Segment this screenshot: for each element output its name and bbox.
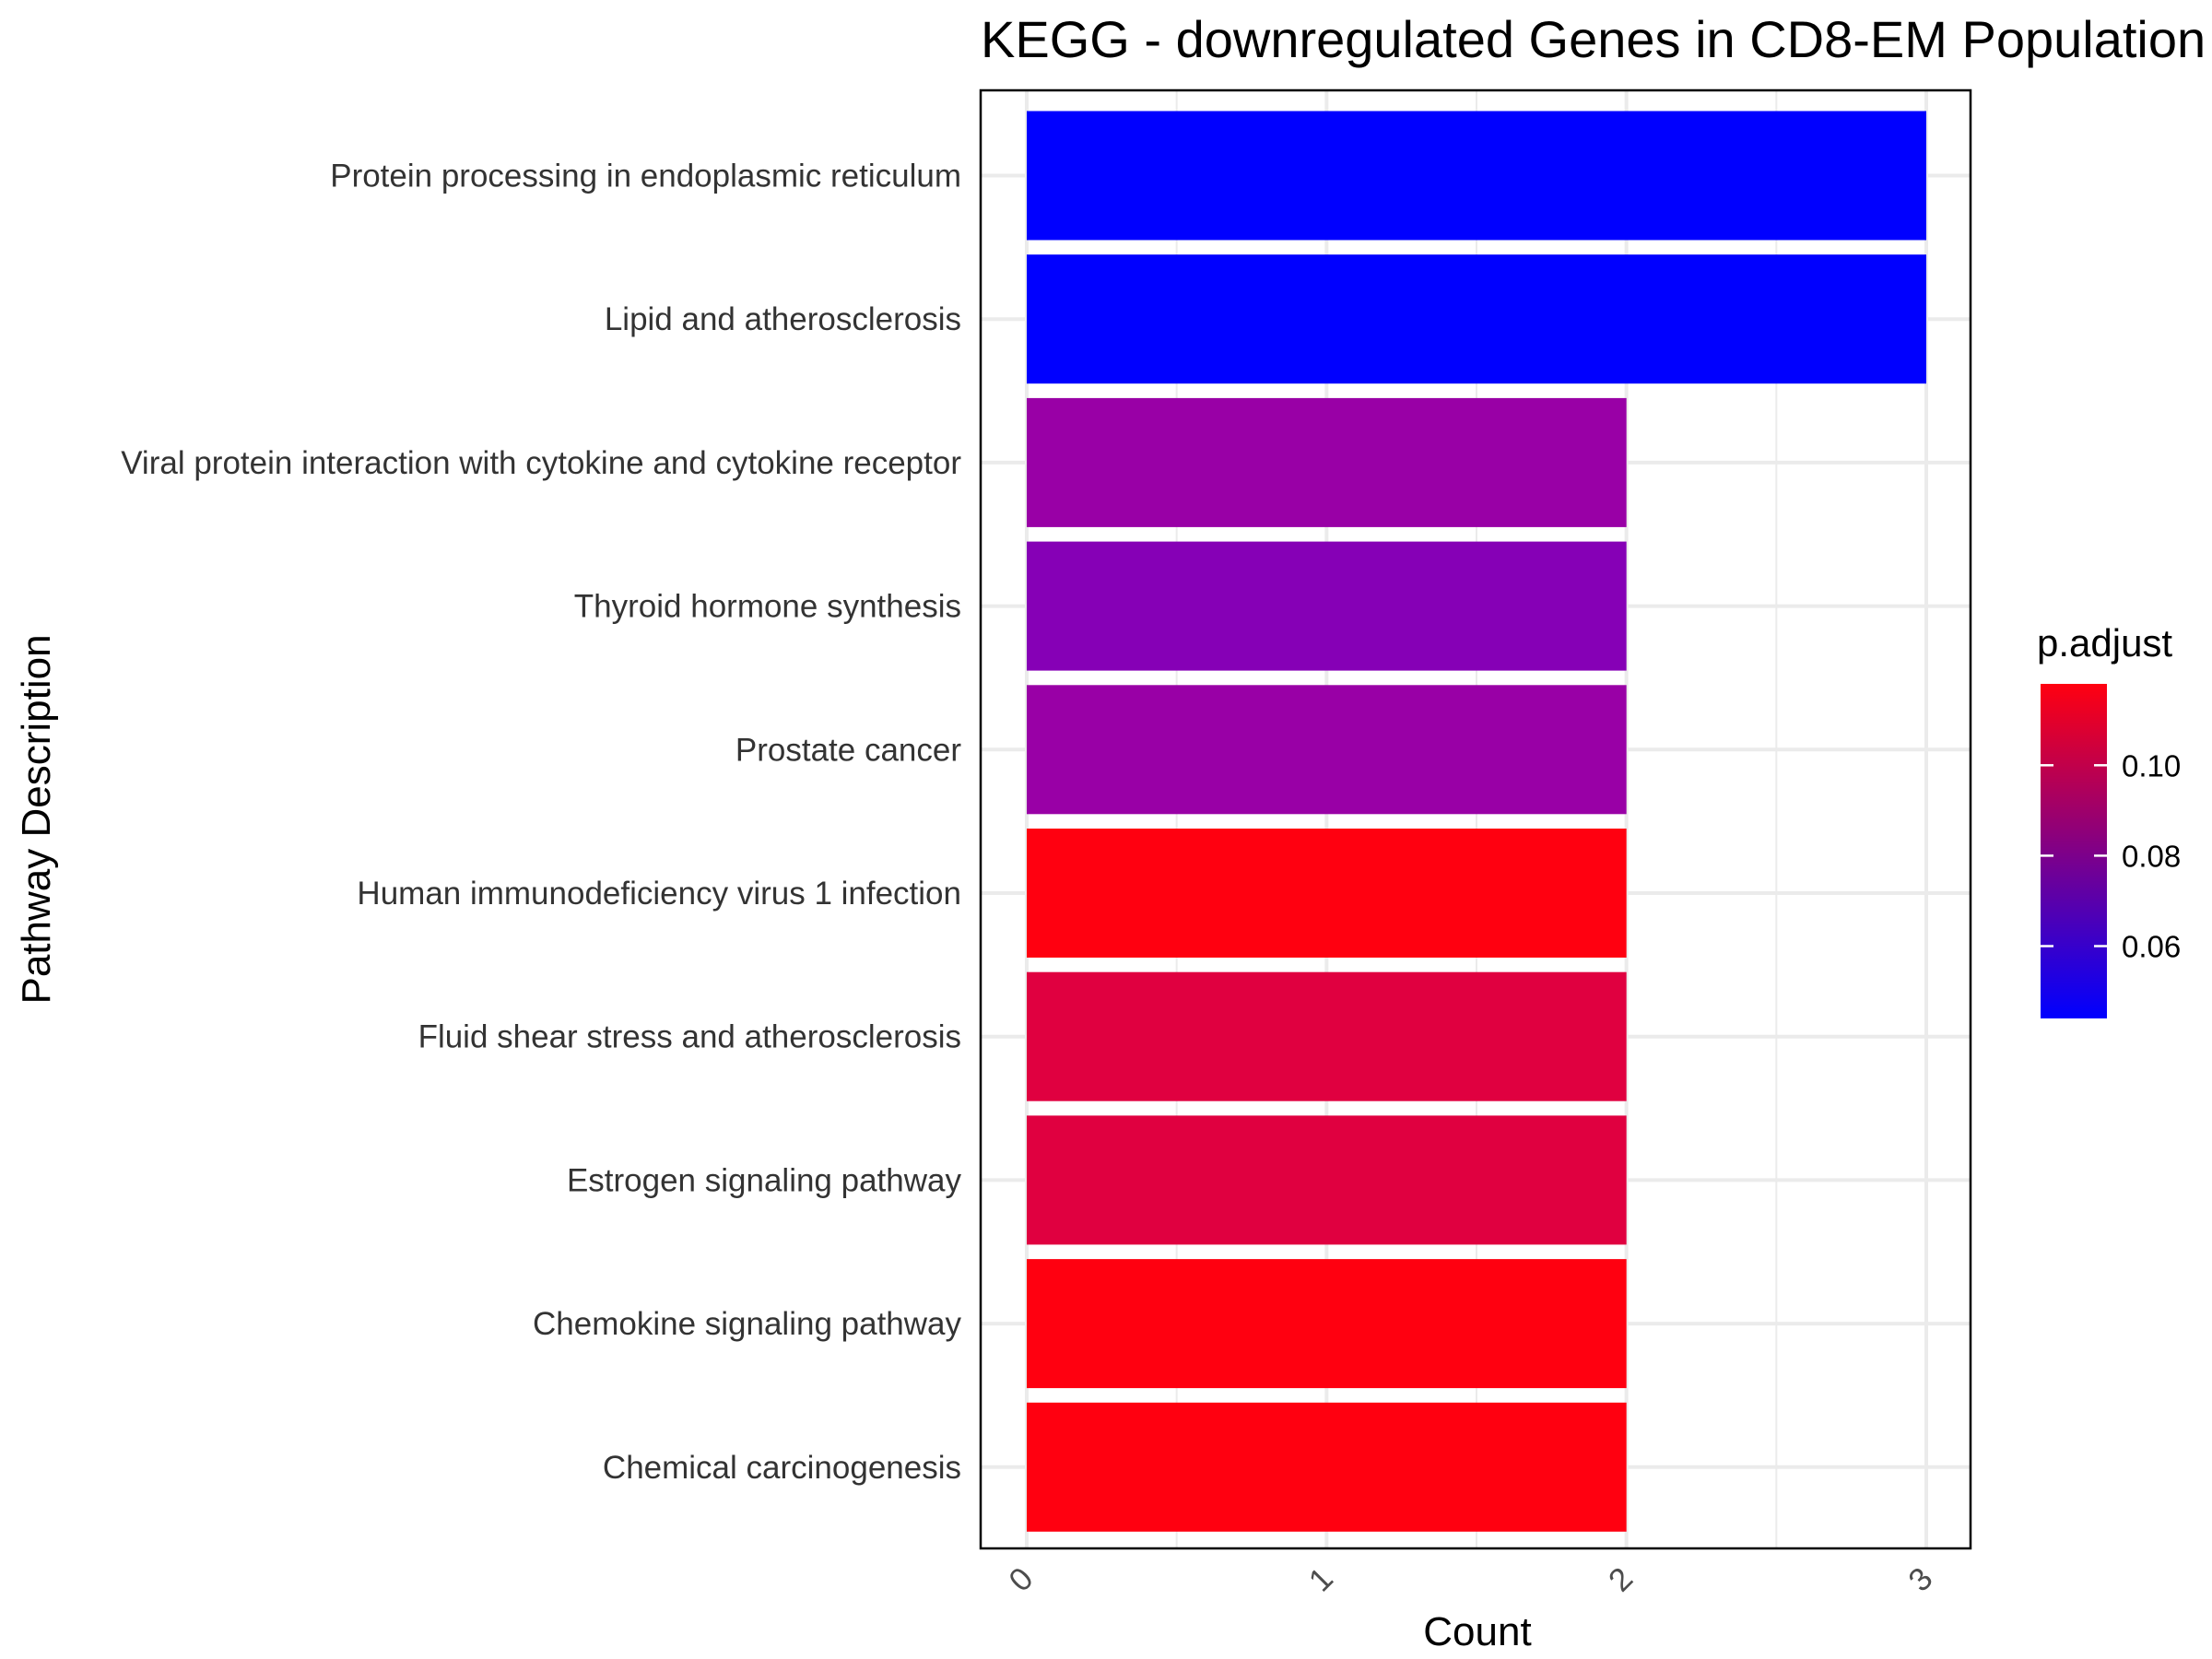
y-tick-label: Chemokine signaling pathway (533, 1306, 961, 1342)
y-tick-label: Estrogen signaling pathway (567, 1162, 962, 1198)
y-tick-label: Thyroid hormone synthesis (574, 589, 961, 625)
y-axis-title: Pathway Description (14, 634, 59, 1004)
legend-tick-label: 0.06 (2122, 930, 2181, 964)
x-axis-title: Count (1423, 1609, 1531, 1654)
bar (1027, 1115, 1627, 1245)
y-tick-label: Lipid and atherosclerosis (605, 301, 961, 337)
legend-colorbar (2041, 684, 2107, 1018)
y-tick-label: Viral protein interaction with cytokine … (121, 445, 961, 481)
x-tick-labels: 0 1 2 3 (1002, 1560, 1939, 1598)
bar (1027, 1259, 1627, 1389)
bar (1027, 397, 1627, 527)
y-tick-label: Prostate cancer (735, 732, 961, 768)
bar (1027, 254, 1926, 384)
bar (1027, 541, 1627, 671)
color-legend: p.adjust 0.10 0.08 0.06 (2037, 621, 2181, 1018)
x-tick-label: 2 (1602, 1560, 1640, 1598)
bar (1027, 971, 1627, 1101)
chart-title: KEGG - downregulated Genes in CD8-EM Pop… (981, 10, 2206, 68)
legend-ticks: 0.10 0.08 0.06 (2041, 748, 2181, 964)
bar (1027, 829, 1627, 958)
bar (1027, 685, 1627, 815)
y-tick-label: Fluid shear stress and atherosclerosis (418, 1019, 961, 1055)
y-tick-label: Human immunodeficiency virus 1 infection (357, 876, 961, 912)
x-tick-label: 1 (1302, 1560, 1340, 1598)
plot-bars (1027, 111, 1926, 1532)
y-tick-label: Protein processing in endoplasmic reticu… (330, 159, 961, 194)
y-tick-labels: Protein processing in endoplasmic reticu… (121, 159, 961, 1486)
legend-tick-label: 0.08 (2122, 839, 2181, 873)
bar (1027, 111, 1926, 241)
y-tick-label: Chemical carcinogenesis (603, 1450, 961, 1486)
bar (1027, 1402, 1627, 1532)
plot-frame (979, 88, 1972, 1550)
x-tick-label: 0 (1002, 1560, 1040, 1598)
x-tick-label: 3 (1901, 1560, 1939, 1598)
legend-title: p.adjust (2037, 621, 2172, 665)
legend-tick-label: 0.10 (2122, 748, 2181, 782)
